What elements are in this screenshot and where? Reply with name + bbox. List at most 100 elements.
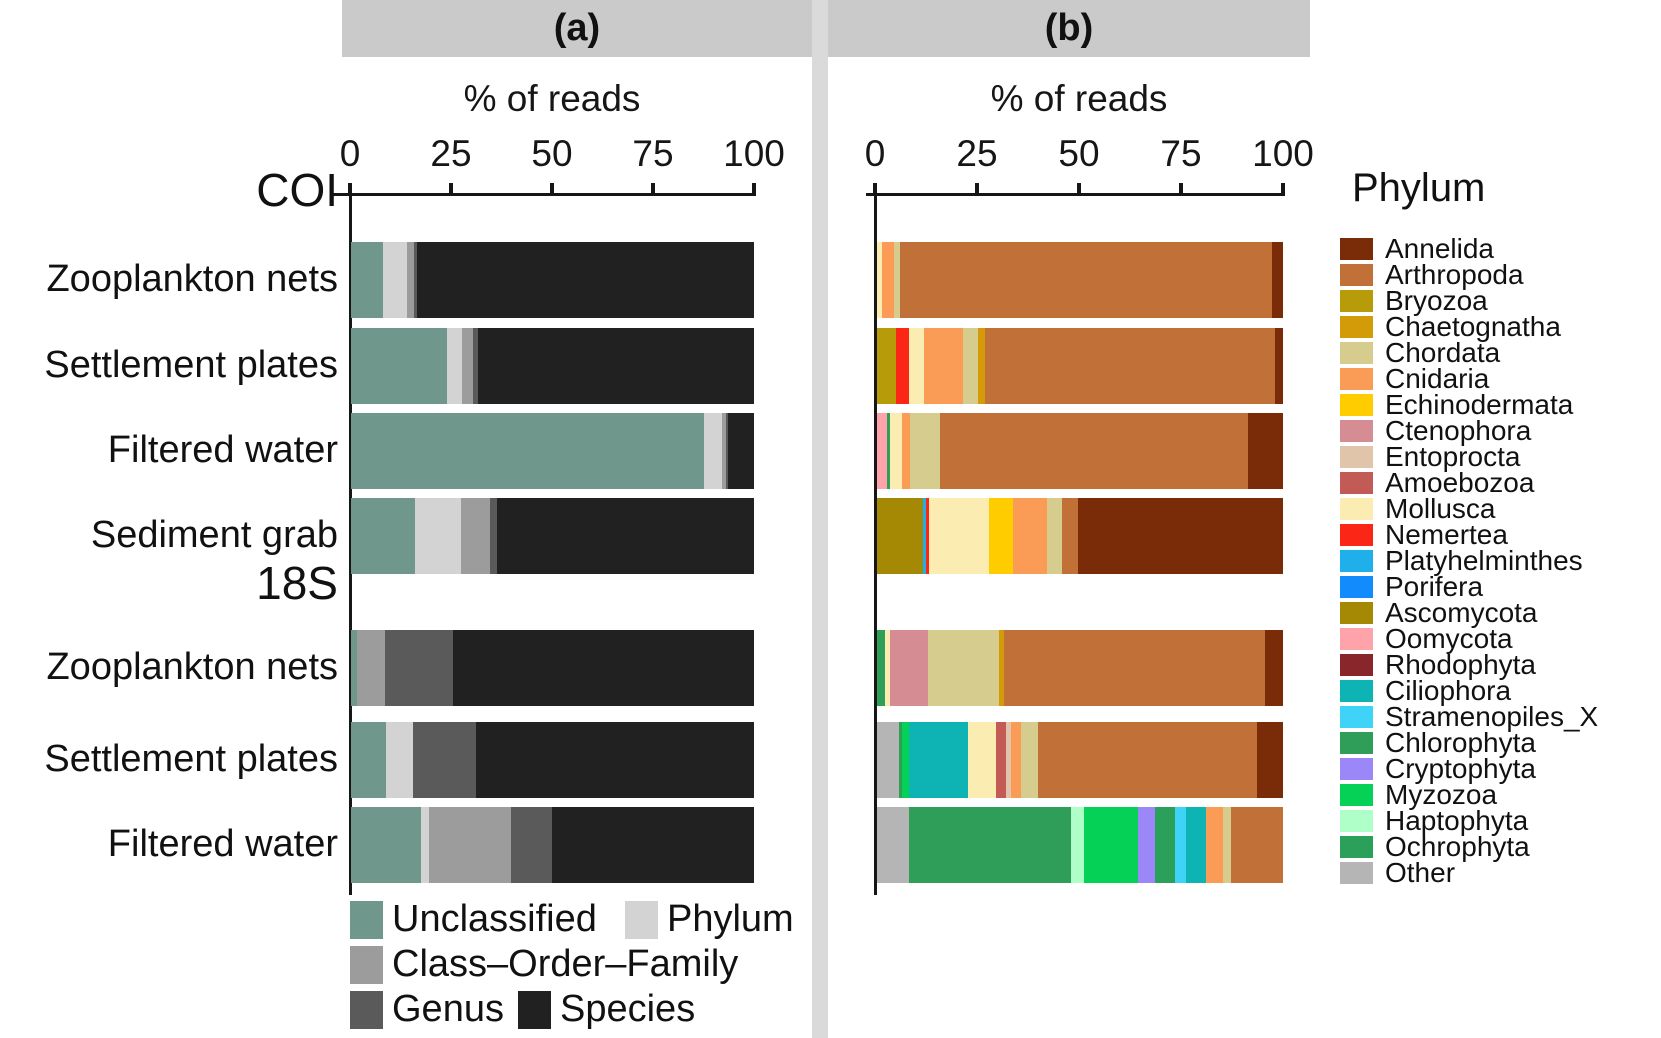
bar-segment [989,498,1013,574]
genus-swatch [350,990,383,1029]
y-axis-a [349,193,352,895]
bar-segment [1274,328,1283,404]
bar-segment [900,242,1272,318]
legend-a-label: Unclassified [392,898,597,940]
legend-item: Ascomycota [1340,599,1598,627]
bar-segment [877,242,882,318]
bar-segment [351,807,421,883]
legend-label: Bryozoa [1385,285,1488,316]
legend-item: Echinodermata [1340,391,1598,419]
bar-segment [1265,630,1283,706]
x-tick-label: 25 [430,133,472,174]
stacked-bar [877,498,1283,574]
bar-segment [490,498,498,574]
legend-label: Myzozoa [1385,779,1498,810]
bar-segment [1010,722,1021,798]
bar-segment [1155,807,1175,883]
bar-segment [703,413,722,489]
bar-segment [417,242,754,318]
tick-mark [975,183,979,195]
bar-segment [1186,807,1207,883]
legend-swatch [1340,628,1373,650]
legend-item: Chordata [1340,339,1598,367]
bar-segment [452,630,754,706]
bar-segment [1084,807,1139,883]
bar-segment [877,630,886,706]
tick-mark [449,183,453,195]
bar-segment [927,630,1000,706]
legend-item: Ciliophora [1340,677,1598,705]
bar-segment [1077,498,1283,574]
legend-swatch [1340,342,1373,364]
class-order-family-swatch [350,945,383,984]
tick-mark [1077,183,1081,195]
legend-swatch [1340,420,1373,442]
tick-mark [550,183,554,195]
stacked-bar [351,807,754,883]
legend-a-item-genus: Genus [350,988,504,1031]
legend-swatch [1340,316,1373,338]
legend-label: Other [1385,857,1456,888]
x-tick-label: 100 [1252,133,1314,174]
tick-mark [1179,183,1183,195]
bar-segment [889,413,903,489]
stacked-bar [351,242,754,318]
legend-label: Cnidaria [1385,363,1490,394]
legend-label: Porifera [1385,571,1484,602]
panel-a-header: (a) [342,0,812,57]
legend-label: Cryptophyta [1385,753,1536,784]
legend-label: Arthropoda [1385,259,1524,290]
bar-segment [984,328,1275,404]
bar-segment [413,722,476,798]
legend-a-label: Species [560,988,696,1030]
bar-segment [721,413,726,489]
legend-a-label: Genus [392,988,504,1030]
panel-b-label: (b) [1044,7,1094,49]
bar-segment [877,807,909,883]
legend-item: Mollusca [1340,495,1598,523]
bar-segment [414,498,462,574]
legend-swatch [1340,654,1373,676]
legend-swatch [1340,264,1373,286]
panel-b-header: (b) [828,0,1310,57]
legend-label: Nemertea [1385,519,1508,550]
legend-b-list: Annelida Arthropoda Bryozoa Chaetognatha… [1340,235,1598,888]
legend-a-item-species: Species [518,988,695,1031]
legend-swatch [1340,238,1373,260]
legend-label: Ochrophyta [1385,831,1530,862]
bar-segment [1248,413,1283,489]
legend-label: Entoprocta [1385,441,1521,472]
bar-segment [902,722,909,798]
panel-a-label: (a) [553,7,601,49]
x-tick-label: 50 [531,133,573,174]
legend-item: Myzozoa [1340,779,1598,810]
bar-segment [725,413,728,489]
stacked-bar [351,498,754,574]
bar-segment [351,413,704,489]
bar-segment [386,722,414,798]
bar-segment [1206,807,1223,883]
stacked-bar [877,722,1283,798]
bar-segment [1070,807,1085,883]
bar-segment [1062,498,1078,574]
legend-item: Stramenopiles_X [1340,703,1598,731]
axis-title-b: % of reads [990,78,1168,119]
legend-swatch [1340,576,1373,598]
x-tick-label: 50 [1058,133,1100,174]
legend-label: Chaetognatha [1385,311,1561,342]
bar-segment [477,328,754,404]
bar-segment [461,328,474,404]
legend-item: Cryptophyta [1340,753,1598,784]
bar-segment [902,413,910,489]
stacked-bar [351,328,754,404]
bar-segment [962,328,978,404]
legend-item: Platyhelminthes [1340,547,1598,575]
bar-segment [357,630,385,706]
bar-segment [923,498,926,574]
bar-segment [908,807,1071,883]
stacked-bar [877,630,1283,706]
legend-b-title: Phylum [1352,166,1486,210]
bar-segment [877,328,897,404]
legend-a-item-class-order-family: Class–Order–Family [350,943,738,986]
bar-segment [473,328,478,404]
